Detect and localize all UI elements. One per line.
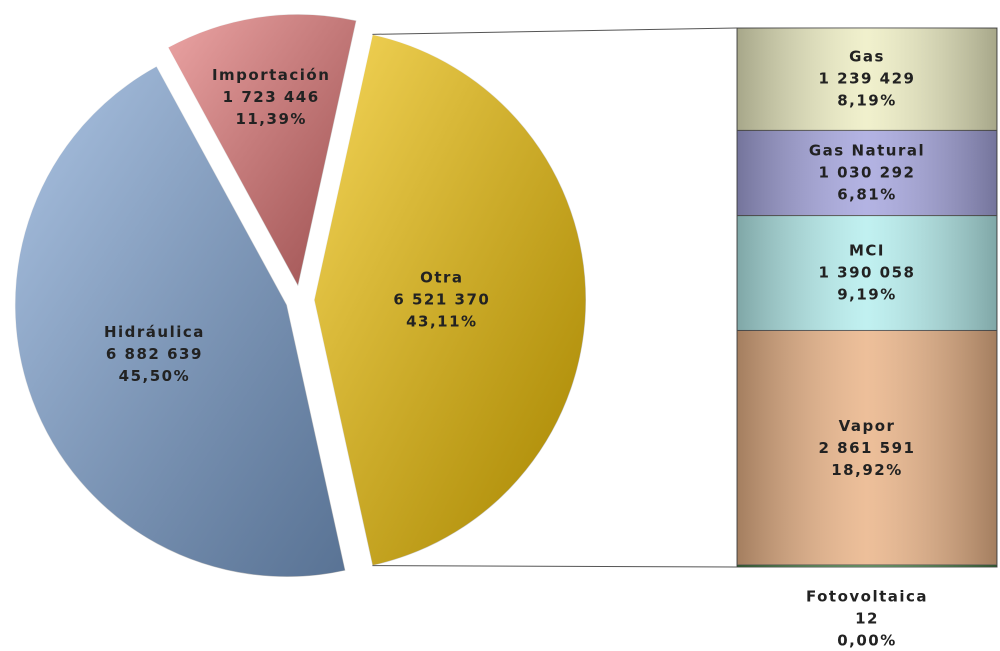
segment-label-value: 2 861 591 [818,439,915,457]
segment-shade [737,330,997,567]
segment-label-name: MCI [849,242,885,260]
slice-label-percent: 43,11% [406,313,477,331]
segment-shade [737,130,997,216]
slice-label-value: 1 723 446 [223,88,320,106]
segment-shade [737,565,997,567]
connector [372,565,738,568]
segment-label-value: 1 390 058 [818,264,915,282]
slice-label-name: Importación [212,66,330,84]
segment-label-name: Vapor [839,417,896,435]
segment-label-percent: 18,92% [831,461,902,479]
slice-label-name: Otra [420,269,463,287]
segment-shade [737,28,997,131]
slice-label-percent: 45,50% [119,367,190,385]
segment-label-value: 1 239 429 [818,70,915,88]
segment-label-value: 12 [855,610,879,628]
segment-label-value: 1 030 292 [818,164,915,182]
segment-label-name: Gas [849,48,885,66]
slice-label-name: Hidráulica [104,323,205,341]
segment-label-percent: 6,81% [837,186,897,204]
slice-shade [314,34,587,566]
segment-label-name: Gas Natural [809,142,925,160]
slice-shade [167,14,357,287]
slice-label-percent: 11,39% [235,110,306,128]
segment-label-percent: 8,19% [837,92,897,110]
segment-label-name: Fotovoltaica [806,588,928,606]
slice-label-value: 6 882 639 [106,345,203,363]
connector [372,27,738,35]
segment-label-percent: 0,00% [837,632,897,650]
segment-label-percent: 9,19% [837,286,897,304]
segment-shade [737,215,997,331]
slice-label-value: 6 521 370 [393,291,490,309]
slice-shade [14,66,346,577]
